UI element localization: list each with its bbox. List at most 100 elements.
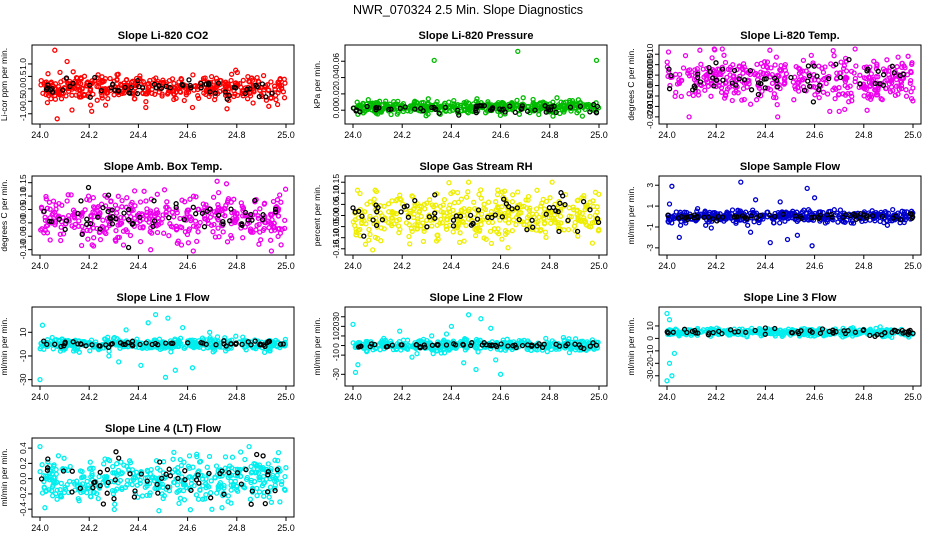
data-point <box>259 81 266 87</box>
data-point <box>828 61 834 67</box>
data-point <box>757 212 764 219</box>
data-point <box>389 342 395 348</box>
data-point <box>201 224 208 230</box>
data-point <box>538 100 544 107</box>
data-point <box>200 201 206 207</box>
series-black <box>356 340 600 352</box>
x-tick-label: 24.2 <box>80 523 98 533</box>
data-point <box>258 237 264 243</box>
data-point <box>180 324 186 331</box>
data-point <box>156 218 162 224</box>
data-point <box>669 373 675 379</box>
data-point <box>769 80 776 86</box>
data-point <box>416 209 422 215</box>
data-point <box>98 87 105 94</box>
data-point <box>99 74 105 80</box>
data-point <box>462 347 469 353</box>
data-point <box>443 223 449 229</box>
data-point <box>366 237 372 243</box>
data-point <box>879 213 886 220</box>
data-point <box>113 210 120 216</box>
data-point <box>720 214 726 220</box>
data-point <box>397 105 403 111</box>
data-point <box>409 344 416 350</box>
data-point <box>140 225 146 231</box>
data-point <box>514 102 521 109</box>
chart-title: Slope Line 4 (LT) Flow <box>105 423 221 435</box>
data-point <box>422 206 428 212</box>
data-point <box>575 233 581 239</box>
x-tick-label: 24.2 <box>80 130 98 140</box>
data-point <box>529 217 535 223</box>
data-point <box>43 196 49 202</box>
data-point <box>768 330 774 337</box>
data-point <box>694 66 700 72</box>
data-point <box>50 198 57 204</box>
data-point <box>210 349 216 355</box>
data-point <box>249 217 255 223</box>
data-point <box>143 343 149 349</box>
data-point <box>469 340 475 346</box>
data-point <box>354 187 361 193</box>
data-point <box>740 85 747 92</box>
data-point <box>698 61 704 67</box>
x-tick-label: 24.8 <box>855 392 873 402</box>
data-point <box>256 221 262 228</box>
data-point <box>96 343 102 349</box>
data-point <box>87 348 93 354</box>
data-point <box>76 91 82 98</box>
data-point <box>79 231 85 238</box>
data-point <box>105 95 111 102</box>
data-point <box>178 462 185 469</box>
plot-frame <box>658 306 922 387</box>
data-point <box>188 481 195 487</box>
y-tick-label: 0.0 <box>18 83 28 95</box>
data-point <box>505 220 512 226</box>
data-point <box>115 193 121 199</box>
data-point <box>509 228 515 234</box>
data-point <box>210 194 217 200</box>
data-point <box>211 221 217 228</box>
data-point <box>475 207 482 213</box>
data-point <box>396 216 402 223</box>
data-point <box>223 181 230 187</box>
y-tick-label: -0.2 <box>18 486 28 501</box>
data-point <box>553 341 559 347</box>
data-point <box>415 218 421 224</box>
data-point <box>213 75 220 81</box>
data-point <box>892 92 899 99</box>
data-point <box>274 101 281 108</box>
data-point <box>85 184 92 191</box>
data-point <box>520 95 526 101</box>
data-point <box>114 461 120 467</box>
y-tick-label: 10 <box>645 321 655 331</box>
data-point <box>372 187 378 193</box>
x-tick-label: 24.8 <box>541 392 559 402</box>
data-point <box>41 208 47 215</box>
data-point <box>248 342 254 348</box>
data-point <box>782 79 788 86</box>
data-point <box>532 107 538 113</box>
data-point <box>548 346 554 353</box>
data-point <box>481 340 487 346</box>
data-point <box>214 90 221 97</box>
data-point <box>454 107 461 113</box>
data-point <box>111 92 117 98</box>
data-point <box>86 82 93 88</box>
data-point <box>74 86 80 92</box>
y-tick-label: 0.04 <box>331 69 341 86</box>
data-point <box>163 209 169 215</box>
data-point <box>425 111 431 117</box>
data-point <box>852 78 858 85</box>
data-point <box>429 202 435 208</box>
x-tick-label: 24.4 <box>757 130 775 140</box>
data-point <box>446 347 452 353</box>
data-point <box>451 102 458 109</box>
data-point <box>891 70 897 76</box>
data-point <box>239 90 245 97</box>
data-point <box>488 240 495 247</box>
data-point <box>407 241 413 247</box>
data-point <box>834 70 840 76</box>
data-point <box>87 459 93 465</box>
